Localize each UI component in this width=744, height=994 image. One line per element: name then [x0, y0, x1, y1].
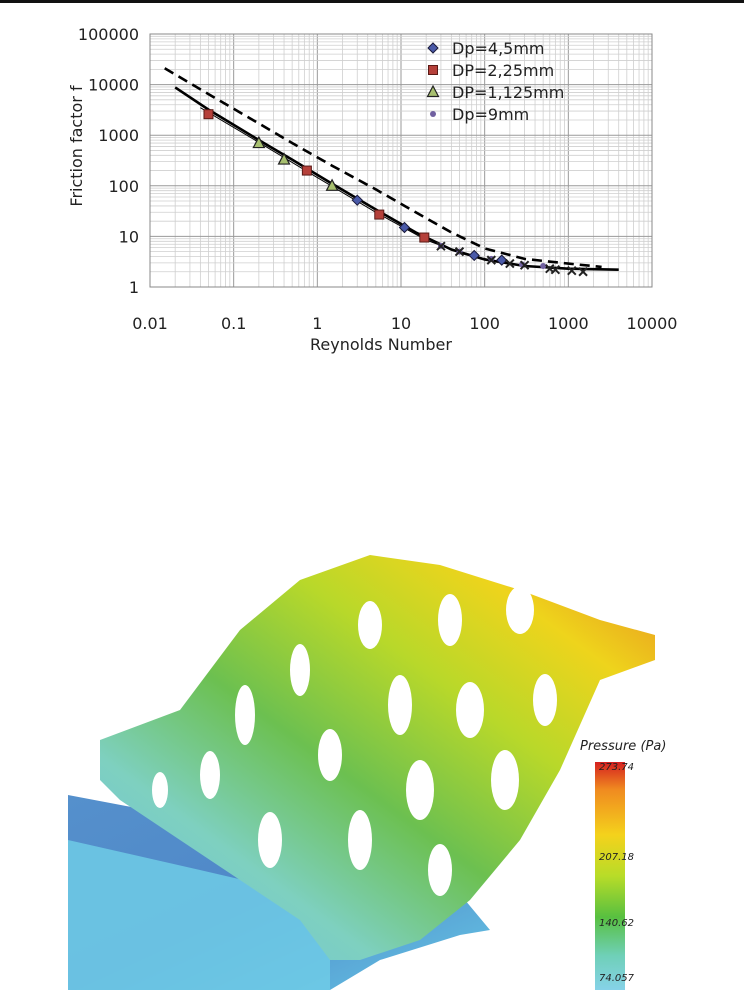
- page-top-rule: [0, 0, 744, 3]
- colorbar-label-low: 74.057: [599, 973, 635, 984]
- pressure-surface-image: Pressure (Pa) 273.74 207.18 140.62 74.05…: [68, 555, 666, 990]
- data-point-x: [454, 246, 465, 257]
- chart-grid: [149, 33, 653, 288]
- legend-marker-circle: [430, 111, 436, 117]
- friction-factor-chart: 0.01 0.1 1 10 100 1000 10000 1 10 100 1000 10000 100…: [67, 25, 678, 354]
- model-curve-solid: [174, 86, 619, 271]
- y-tick-label: 100000: [78, 25, 139, 44]
- data-point-square: [374, 209, 385, 220]
- data-markers: [203, 109, 588, 277]
- y-tick-label: 10000: [88, 76, 139, 95]
- data-point-diamond: [496, 254, 508, 266]
- legend-marker-diamond: [427, 42, 439, 54]
- legend-label: DP=1,125mm: [452, 83, 564, 102]
- data-point-x: [578, 267, 588, 277]
- legend-label: Dp=9mm: [452, 105, 529, 124]
- legend-label: DP=2,25mm: [452, 61, 554, 80]
- colorbar-label-high: 207.18: [599, 852, 634, 863]
- tick-labels: 0.01 0.1 1 10 100 1000 10000 1 10 100 1000 10000 100…: [78, 25, 678, 333]
- y-tick-label: 1000: [98, 126, 139, 145]
- chart-legend: Dp=4,5mm DP=2,25mm DP=1,125mm Dp=9mm: [426, 39, 564, 124]
- legend-marker-triangle: [426, 84, 440, 98]
- pressure-field-render: Pressure (Pa) 273.74 207.18 140.62 74.05…: [0, 540, 744, 990]
- flow-inlet-region: [68, 840, 330, 990]
- x-tick-label: 10000: [627, 314, 678, 333]
- data-point-diamond: [468, 249, 480, 262]
- data-point-square: [203, 109, 214, 120]
- data-point-diamond: [351, 194, 363, 206]
- x-tick-label: 1: [312, 314, 322, 333]
- y-tick-label: 10: [119, 227, 139, 246]
- plot-frame: [149, 33, 653, 288]
- colorbar-title: Pressure (Pa): [580, 739, 666, 754]
- pressure-surface: [100, 555, 655, 960]
- legend-marker-square: [428, 65, 438, 75]
- data-point-circle: [540, 263, 547, 270]
- data-point-x: [436, 241, 446, 251]
- y-tick-label: 100: [108, 177, 139, 196]
- x-axis-label: Reynolds Number: [310, 335, 452, 354]
- data-point-x: [486, 255, 496, 265]
- colorbar-gradient: [595, 762, 625, 990]
- x-tick-label: 100: [469, 314, 500, 333]
- y-axis-label: Friction factor f: [67, 85, 86, 207]
- data-point-x: [519, 260, 530, 270]
- data-point-triangle: [325, 178, 339, 191]
- colorbar-label-max: 273.74: [599, 762, 634, 773]
- x-tick-label: 1000: [548, 314, 589, 333]
- y-tick-label: 1: [129, 278, 139, 297]
- data-point-square: [419, 232, 430, 243]
- data-point-square: [301, 165, 312, 176]
- legend-label: Dp=4,5mm: [452, 39, 545, 58]
- data-point-x: [505, 258, 515, 269]
- data-point-diamond: [398, 221, 411, 234]
- model-curve-dashed: [164, 67, 602, 269]
- x-tick-label: 0.1: [221, 314, 246, 333]
- colorbar-label-mid: 140.62: [599, 918, 634, 929]
- data-point-triangle: [252, 135, 266, 149]
- data-point-triangle: [277, 152, 291, 165]
- pore-holes: [152, 586, 557, 896]
- data-point-x: [567, 265, 577, 276]
- x-tick-label: 0.01: [132, 314, 168, 333]
- data-point-x: [550, 264, 561, 275]
- x-tick-label: 10: [391, 314, 411, 333]
